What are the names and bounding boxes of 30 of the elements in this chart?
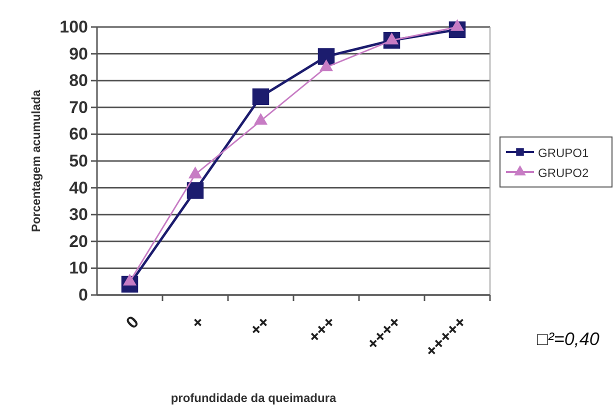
x-tick-label: ++++ [363, 312, 405, 354]
x-tick-label: ++ [246, 312, 274, 340]
point [319, 59, 334, 72]
point [318, 48, 335, 65]
x-tick-label: 0 [122, 312, 143, 332]
x-axis-title: profundidade da queimadura [170, 391, 336, 405]
point [254, 112, 268, 125]
y-tick-label: 90 [69, 44, 88, 64]
y-tick-label: 60 [69, 124, 88, 144]
y-tick-label: 30 [69, 205, 88, 224]
y-tick-label: 40 [69, 178, 88, 198]
point [188, 166, 202, 178]
text: □²=0,40 [537, 329, 600, 349]
point [122, 274, 137, 286]
point [384, 32, 399, 44]
x-tick-label: +++ [304, 312, 340, 347]
y-tick-label: 80 [69, 71, 88, 90]
y-tick-label: 10 [69, 258, 88, 278]
point [450, 19, 464, 31]
y-tick-label: 70 [69, 98, 88, 117]
y-tick-label: 50 [69, 151, 88, 170]
y-axis-title: Porcentagem acumulada [29, 90, 43, 232]
y-tick-label: 0 [78, 285, 88, 304]
y-tick-label: 100 [60, 17, 88, 36]
legend-label: GRUPO2 [538, 166, 590, 180]
x-tick-label: + [188, 312, 208, 333]
y-tick-label: 20 [69, 232, 88, 251]
point [186, 182, 204, 199]
point [252, 88, 270, 106]
legend-label: GRUPO1 [538, 146, 590, 160]
